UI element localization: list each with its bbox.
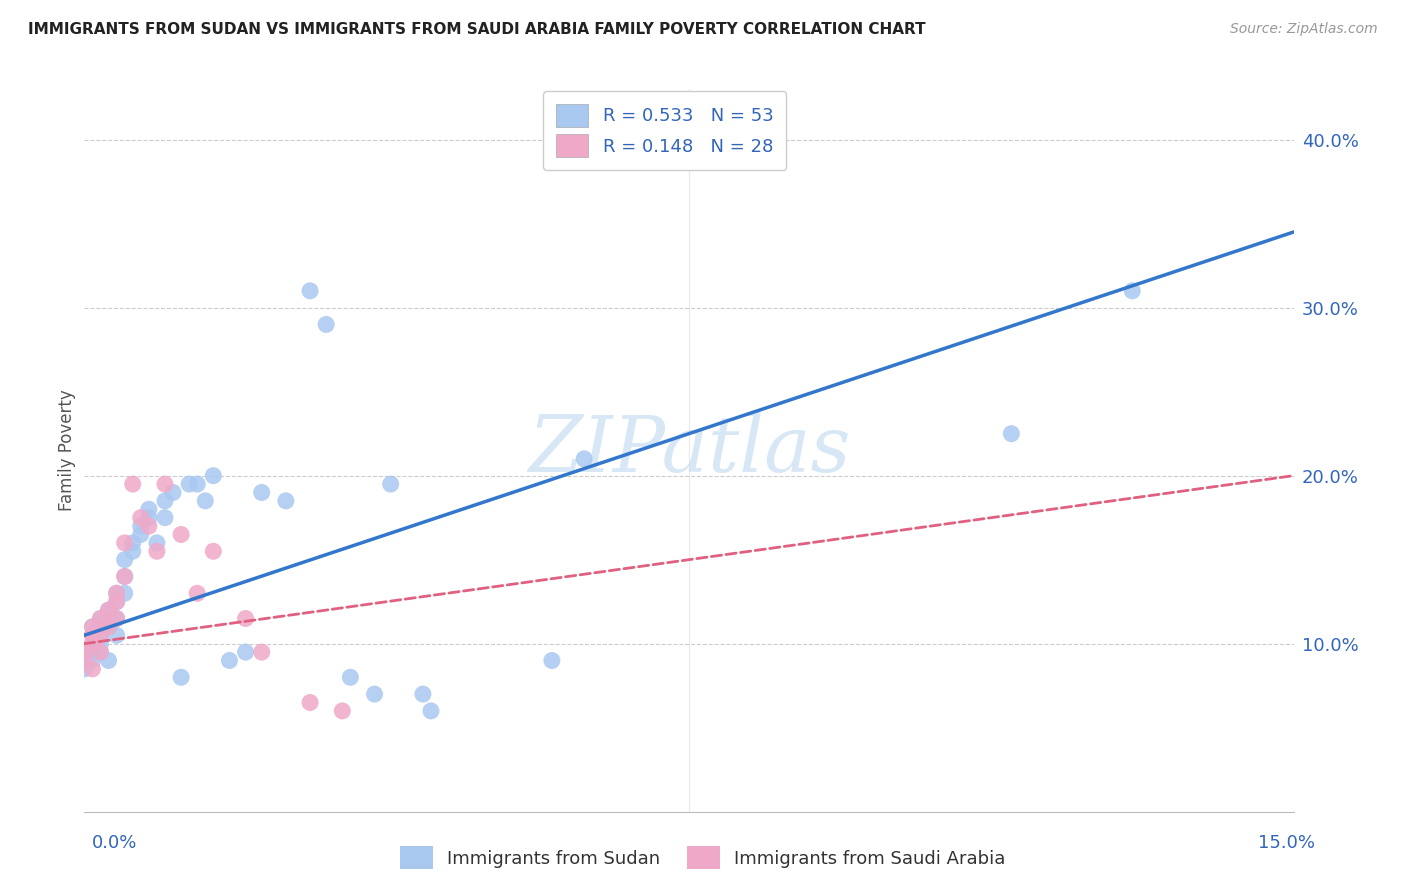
Y-axis label: Family Poverty: Family Poverty xyxy=(58,390,76,511)
Point xyxy=(250,645,273,659)
Point xyxy=(73,662,96,676)
Point xyxy=(138,510,160,524)
Point xyxy=(114,569,136,583)
Point xyxy=(274,494,297,508)
Text: ZIPatlas: ZIPatlas xyxy=(527,412,851,489)
Point xyxy=(97,603,120,617)
Point xyxy=(363,687,385,701)
Point xyxy=(89,611,111,625)
Point xyxy=(82,620,104,634)
Point xyxy=(202,468,225,483)
Point xyxy=(129,510,152,524)
Point xyxy=(170,527,193,541)
Point xyxy=(121,536,143,550)
Point xyxy=(186,477,208,491)
Point xyxy=(170,670,193,684)
Point xyxy=(82,662,104,676)
Point xyxy=(73,653,96,667)
Point xyxy=(89,628,111,642)
Point xyxy=(138,502,160,516)
Point xyxy=(202,544,225,558)
Point xyxy=(89,611,111,625)
Point xyxy=(138,519,160,533)
Point xyxy=(179,477,201,491)
Point xyxy=(114,536,136,550)
Point xyxy=(129,527,152,541)
Point xyxy=(105,586,128,600)
Point xyxy=(153,477,176,491)
Point xyxy=(1000,426,1022,441)
Point xyxy=(299,696,322,710)
Point xyxy=(89,628,111,642)
Point xyxy=(105,611,128,625)
Point xyxy=(541,653,564,667)
Point xyxy=(186,586,208,600)
Point xyxy=(97,653,120,667)
Point xyxy=(420,704,443,718)
Point xyxy=(194,494,217,508)
Point xyxy=(105,628,128,642)
Point xyxy=(82,620,104,634)
Point xyxy=(330,704,353,718)
Point xyxy=(250,485,273,500)
Point xyxy=(82,637,104,651)
Point xyxy=(162,485,184,500)
Point xyxy=(82,628,104,642)
Point xyxy=(82,637,104,651)
Text: Source: ZipAtlas.com: Source: ZipAtlas.com xyxy=(1230,22,1378,37)
Point xyxy=(82,653,104,667)
Point xyxy=(82,628,104,642)
Point xyxy=(105,595,128,609)
Point xyxy=(121,544,143,558)
Point xyxy=(97,603,120,617)
Point xyxy=(97,620,120,634)
Text: 0.0%: 0.0% xyxy=(91,834,136,852)
Point xyxy=(89,620,111,634)
Point xyxy=(114,552,136,566)
Point xyxy=(235,645,257,659)
Point xyxy=(73,645,96,659)
Point xyxy=(1121,284,1143,298)
Point xyxy=(89,645,111,659)
Point xyxy=(315,318,337,332)
Legend: R = 0.533   N = 53, R = 0.148   N = 28: R = 0.533 N = 53, R = 0.148 N = 28 xyxy=(543,91,786,169)
Point xyxy=(89,637,111,651)
Point xyxy=(105,611,128,625)
Point xyxy=(97,611,120,625)
Point xyxy=(73,645,96,659)
Point xyxy=(82,645,104,659)
Point xyxy=(97,620,120,634)
Point xyxy=(572,451,595,466)
Point xyxy=(153,510,176,524)
Point xyxy=(380,477,402,491)
Point xyxy=(299,284,322,298)
Point xyxy=(235,611,257,625)
Point xyxy=(153,494,176,508)
Point xyxy=(89,645,111,659)
Point xyxy=(114,569,136,583)
Point xyxy=(105,595,128,609)
Point xyxy=(129,519,152,533)
Point xyxy=(105,586,128,600)
Text: 15.0%: 15.0% xyxy=(1257,834,1315,852)
Point xyxy=(146,544,169,558)
Point xyxy=(412,687,434,701)
Point xyxy=(114,586,136,600)
Text: IMMIGRANTS FROM SUDAN VS IMMIGRANTS FROM SAUDI ARABIA FAMILY POVERTY CORRELATION: IMMIGRANTS FROM SUDAN VS IMMIGRANTS FROM… xyxy=(28,22,925,37)
Point xyxy=(339,670,361,684)
Point xyxy=(218,653,240,667)
Legend: Immigrants from Sudan, Immigrants from Saudi Arabia: Immigrants from Sudan, Immigrants from S… xyxy=(391,838,1015,879)
Point xyxy=(121,477,143,491)
Point xyxy=(146,536,169,550)
